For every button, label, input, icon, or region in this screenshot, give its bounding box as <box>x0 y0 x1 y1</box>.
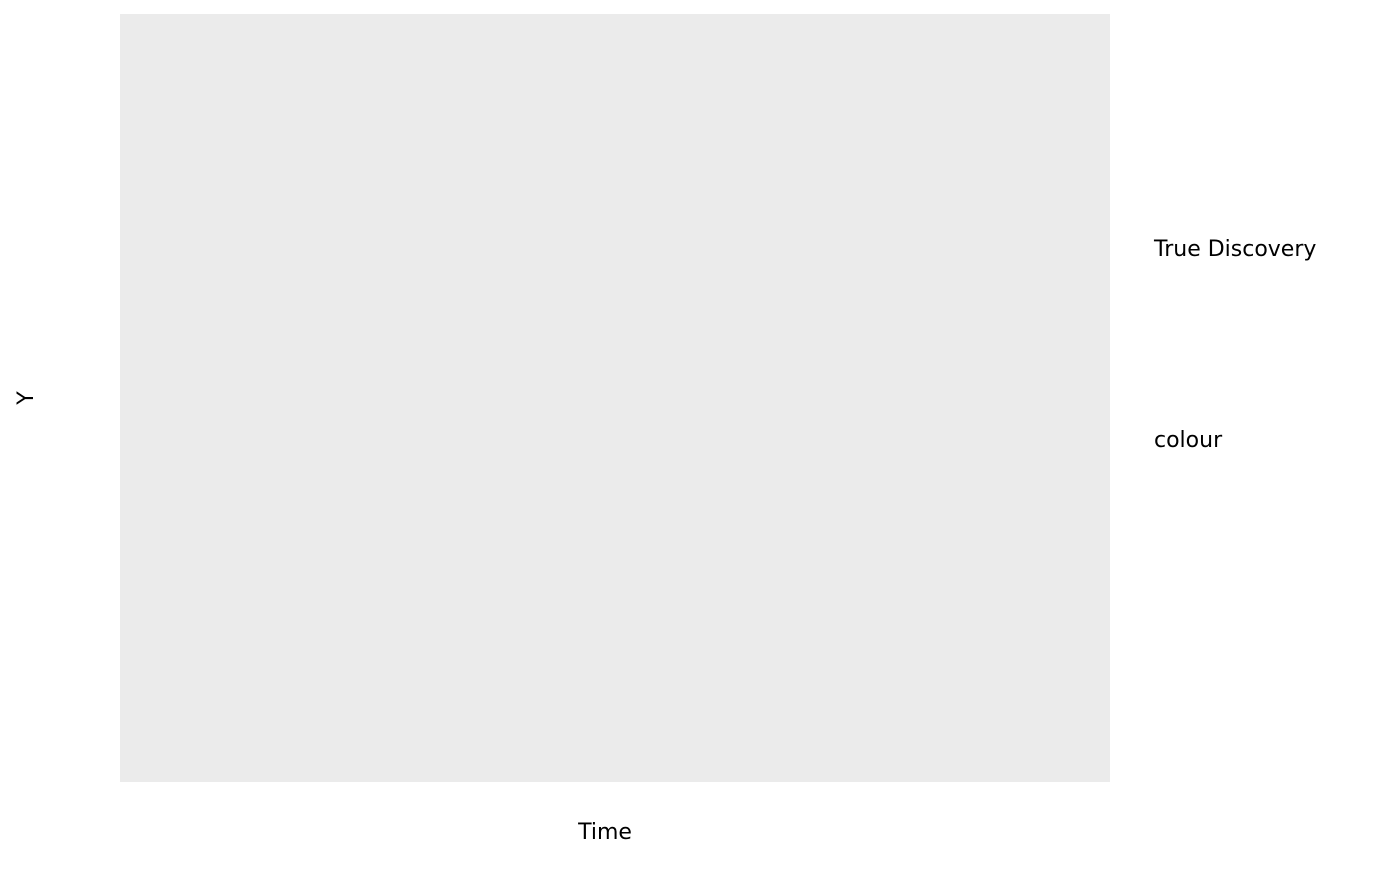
x-axis-label: Time <box>577 820 632 845</box>
legend-title: True Discovery <box>1153 237 1316 262</box>
y-axis-label: Y <box>14 391 39 406</box>
panel <box>120 14 1110 782</box>
legend: True Discovery colour <box>1153 237 1316 453</box>
legend-title: colour <box>1154 428 1223 453</box>
